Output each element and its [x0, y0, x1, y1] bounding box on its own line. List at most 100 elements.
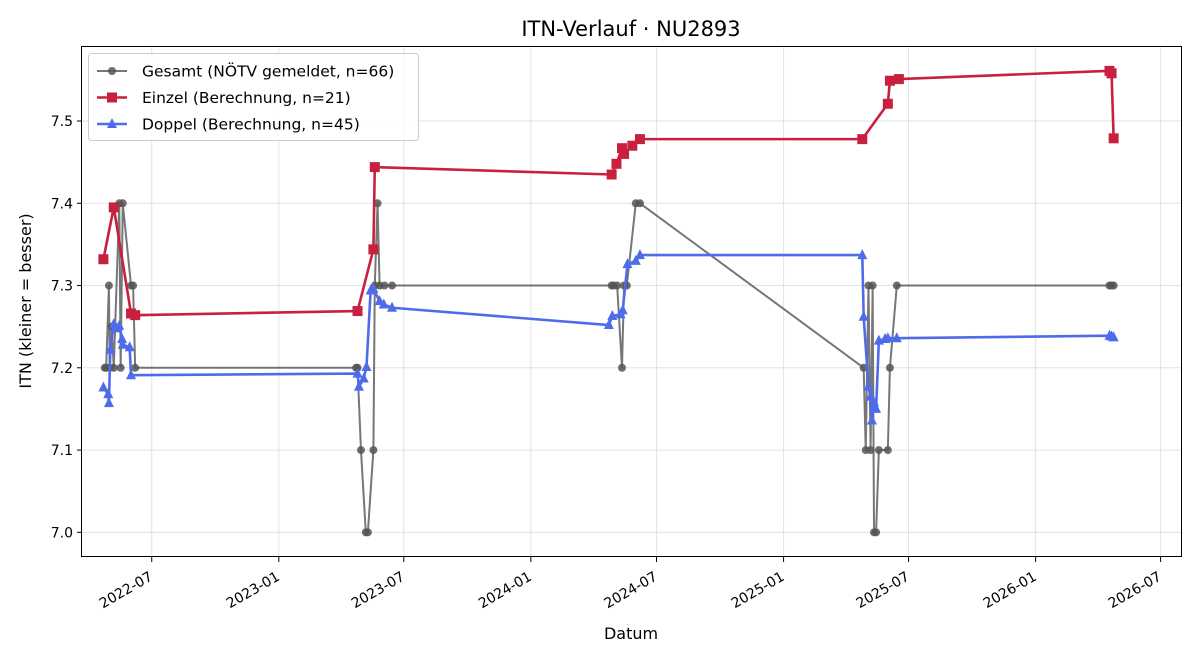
series-1 — [100, 199, 1118, 537]
gesamt-point — [635, 199, 644, 208]
doppel-point — [387, 301, 398, 312]
doppel-point — [358, 372, 369, 383]
doppel-point — [863, 380, 874, 391]
doppel-point — [126, 369, 137, 380]
series-2 — [98, 65, 1119, 321]
einzel-point — [130, 310, 141, 321]
legend-marker — [107, 92, 117, 103]
gesamt-point — [1109, 281, 1118, 290]
gesamt-point — [104, 281, 113, 290]
gesamt-point — [883, 446, 892, 455]
einzel-point — [619, 148, 630, 159]
einzel-point — [606, 169, 617, 180]
y-axis-title: ITN (kleiner = besser) — [16, 213, 35, 388]
legend-marker — [107, 118, 117, 128]
y-tick-label: 7.4 — [51, 196, 73, 212]
gesamt-point — [872, 528, 881, 537]
doppel-point — [117, 333, 128, 344]
einzel-point — [352, 306, 363, 317]
einzel-point — [1106, 68, 1117, 79]
doppel-point — [361, 360, 372, 371]
gesamt-point — [380, 281, 389, 290]
einzel-point — [368, 244, 379, 255]
einzel-point — [882, 98, 893, 109]
gesamt-point — [617, 363, 626, 372]
gesamt-point — [109, 363, 118, 372]
gesamt-point — [859, 363, 868, 372]
gesamt-point — [116, 363, 125, 372]
series-layer — [98, 65, 1119, 537]
legend-item: Einzel (Berechnung, n=21) — [97, 89, 351, 107]
doppel-point — [98, 381, 109, 392]
gesamt-point — [892, 281, 901, 290]
y-tick-label: 7.2 — [51, 361, 73, 377]
gesamt-point — [356, 446, 365, 455]
legend-item: Doppel (Berechnung, n=45) — [97, 116, 360, 134]
doppel-point — [617, 304, 628, 315]
doppel-point — [603, 319, 614, 330]
y-tick-label: 7.1 — [51, 443, 73, 459]
einzel-point — [627, 140, 638, 151]
gesamt-point — [118, 199, 127, 208]
einzel-point — [369, 162, 380, 173]
doppel-point — [114, 319, 125, 330]
doppel-point — [891, 332, 902, 343]
legend-label: Einzel (Berechnung, n=21) — [142, 89, 351, 107]
doppel-point — [858, 310, 869, 321]
legend-marker — [108, 67, 116, 75]
doppel-point — [607, 309, 618, 320]
doppel-point — [103, 388, 114, 399]
doppel-point — [622, 258, 633, 269]
einzel-point — [616, 143, 627, 154]
doppel-point — [857, 249, 868, 260]
gesamt-point — [866, 446, 875, 455]
doppel-point — [352, 367, 363, 378]
y-tick-label: 7.3 — [51, 279, 73, 295]
gesamt-point — [885, 363, 894, 372]
doppel-point — [105, 343, 116, 354]
einzel-point — [893, 74, 904, 85]
gesamt-point — [131, 363, 140, 372]
legend-item: Gesamt (NÖTV gemeldet, n=66) — [97, 62, 394, 81]
doppel-point — [865, 390, 876, 401]
doppel-point — [378, 298, 389, 309]
einzel-point — [611, 158, 622, 169]
einzel-point — [98, 254, 109, 265]
y-tick-label: 7.5 — [51, 114, 73, 130]
gesamt-point — [129, 281, 138, 290]
plot-frame — [81, 46, 1182, 557]
gesamt-point — [388, 281, 397, 290]
einzel-point — [1108, 133, 1119, 144]
gesamt-point — [373, 199, 382, 208]
legend-label: Gesamt (NÖTV gemeldet, n=66) — [142, 62, 394, 81]
doppel-point — [353, 380, 364, 391]
einzel-point — [634, 134, 645, 145]
doppel-point — [1108, 331, 1119, 342]
gesamt-point — [874, 446, 883, 455]
legend-label: Doppel (Berechnung, n=45) — [142, 116, 360, 134]
doppel-point — [124, 341, 135, 352]
chart-title: ITN-Verlauf · NU2893 — [521, 17, 740, 41]
doppel-point — [368, 282, 379, 293]
einzel-point — [108, 202, 119, 213]
gesamt-point — [613, 281, 622, 290]
doppel-point — [866, 414, 877, 425]
einzel-point — [857, 134, 868, 145]
doppel-point — [117, 338, 128, 349]
gesamt-point — [868, 281, 877, 290]
legend-box — [88, 53, 419, 141]
legend: Gesamt (NÖTV gemeldet, n=66) Einzel (Bere… — [88, 53, 419, 141]
y-tick-label: 7.0 — [51, 525, 73, 541]
gesamt-point — [363, 528, 372, 537]
x-axis-title: Datum — [604, 624, 658, 643]
doppel-point — [630, 254, 641, 265]
doppel-point — [882, 332, 893, 343]
series-3 — [98, 249, 1119, 425]
doppel-point — [103, 397, 114, 408]
doppel-point — [871, 402, 882, 413]
doppel-point — [634, 249, 645, 260]
gesamt-point — [369, 446, 378, 455]
einzel-point — [884, 75, 895, 86]
